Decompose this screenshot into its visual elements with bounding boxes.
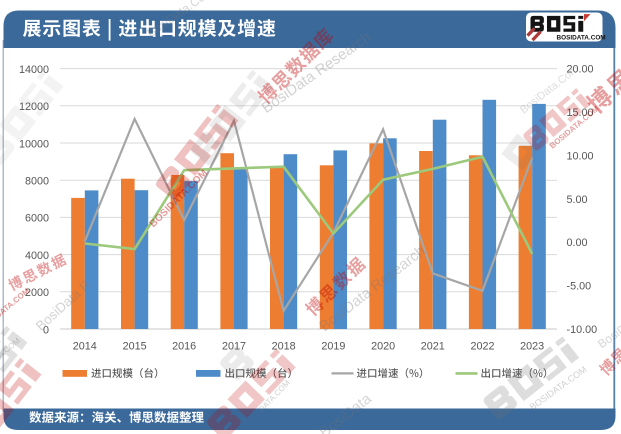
svg-text:2016: 2016 [172,341,196,353]
svg-text:4000: 4000 [25,250,49,262]
svg-text:2014: 2014 [73,341,97,353]
svg-text:10.00: 10.00 [567,150,594,162]
svg-text:2018: 2018 [272,341,296,353]
svg-text:0.00: 0.00 [567,237,588,249]
svg-text:0: 0 [43,324,49,336]
svg-text:6000: 6000 [25,213,49,225]
svg-text:2000: 2000 [25,287,49,299]
svg-text:2022: 2022 [470,341,494,353]
svg-text:8000: 8000 [25,176,49,188]
svg-text:2020: 2020 [371,341,395,353]
svg-text:20.00: 20.00 [567,64,594,76]
svg-text:-10.00: -10.00 [567,324,598,336]
svg-text:5.00: 5.00 [567,194,588,206]
svg-text:BOSIDATA.COM: BOSIDATA.COM [557,34,606,41]
svg-text:2015: 2015 [123,341,147,353]
svg-text:2023: 2023 [520,341,544,353]
svg-text:-5.00: -5.00 [567,281,592,293]
svg-text:2019: 2019 [321,341,345,353]
svg-text:10000: 10000 [19,138,49,150]
svg-text:2021: 2021 [421,341,445,353]
